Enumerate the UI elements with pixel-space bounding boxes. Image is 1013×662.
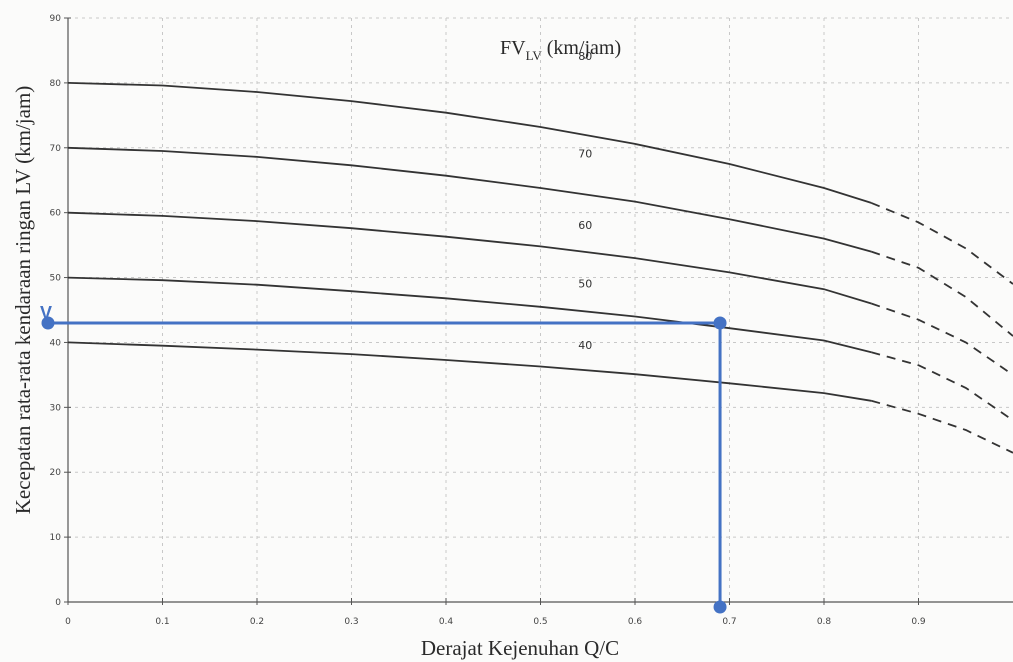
curve-label-50: 50 bbox=[578, 277, 592, 290]
curve-label-80: 80 bbox=[578, 50, 592, 63]
x-tick-label: 0 bbox=[65, 617, 71, 627]
marker-y-axis bbox=[41, 316, 55, 330]
annotation: V bbox=[40, 303, 727, 614]
curve-fv-40 bbox=[67, 341, 872, 402]
y-tick-label: 60 bbox=[50, 209, 62, 219]
marker-label-v: V bbox=[40, 303, 52, 323]
curve-fv-80-dashed bbox=[870, 202, 1013, 285]
x-tick-label: 0.6 bbox=[628, 617, 643, 627]
curve-fv-50 bbox=[67, 276, 872, 354]
curve-fv-70 bbox=[67, 146, 872, 253]
curves bbox=[67, 82, 1013, 454]
y-tick-label: 90 bbox=[50, 14, 62, 24]
y-tick-label: 70 bbox=[50, 144, 62, 154]
curve-label-60: 60 bbox=[578, 219, 592, 232]
curve-fv-80 bbox=[67, 82, 872, 204]
curve-fv-70-dashed bbox=[871, 250, 1013, 337]
marker-intersection bbox=[713, 316, 727, 330]
y-tick-label: 0 bbox=[55, 598, 61, 608]
x-tick-label: 0.4 bbox=[439, 617, 454, 627]
tick-labels: 0 0.1 0.2 0.3 0.4 0.5 0.6 0.7 0.8 0.9 0 10 20 30 40 50 6… bbox=[50, 14, 926, 627]
x-axis-title: Derajat Kejenuhan Q/C bbox=[421, 636, 619, 660]
curve-fv-60-dashed bbox=[871, 302, 1013, 376]
y-tick-label: 30 bbox=[50, 403, 62, 413]
marker-x-axis bbox=[713, 600, 727, 614]
legend-title: FVLV (km/jam) bbox=[500, 37, 621, 63]
x-tick-label: 0.1 bbox=[155, 617, 169, 627]
x-tick-label: 0.7 bbox=[722, 617, 736, 627]
y-tick-label: 20 bbox=[50, 468, 62, 478]
x-tick-label: 0.3 bbox=[344, 617, 358, 627]
curve-label-40: 40 bbox=[578, 339, 592, 352]
y-tick-label: 10 bbox=[50, 533, 62, 543]
curve-fv-50-dashed bbox=[871, 351, 1013, 422]
y-tick-label: 50 bbox=[50, 274, 62, 284]
axes bbox=[67, 18, 1013, 603]
curve-fv-40-dashed bbox=[871, 399, 1013, 454]
y-tick-label: 40 bbox=[50, 338, 62, 348]
y-axis-title: Kecepatan rata-rata kendaraan ringan LV … bbox=[11, 86, 35, 515]
series-labels: 80 70 60 50 40 bbox=[578, 50, 592, 352]
y-tick-label: 80 bbox=[50, 79, 62, 89]
x-tick-label: 0.9 bbox=[911, 617, 926, 627]
x-tick-label: 0.5 bbox=[533, 617, 547, 627]
curve-fv-60 bbox=[67, 211, 872, 305]
grid bbox=[68, 17, 1013, 602]
curve-label-70: 70 bbox=[578, 148, 592, 161]
x-tick-label: 0.2 bbox=[250, 617, 264, 627]
x-tick-label: 0.8 bbox=[817, 617, 832, 627]
